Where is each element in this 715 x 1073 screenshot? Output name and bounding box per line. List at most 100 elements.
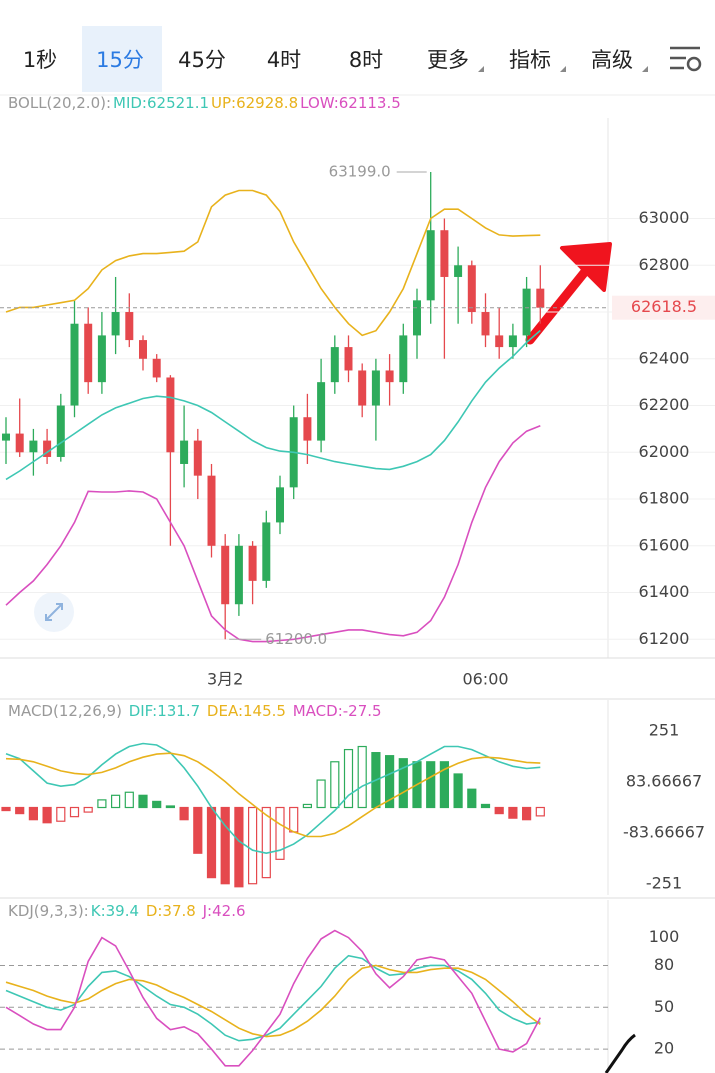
candle-body <box>440 230 449 277</box>
macd-legend: MACD(12,26,9) DIF:131.7 DEA:145.5 MACD:-… <box>8 702 384 720</box>
legend-item: J:42.6 <box>202 902 246 920</box>
y-tick-label: -251 <box>646 874 682 893</box>
candle-body <box>70 323 79 406</box>
macd-bar <box>56 806 66 822</box>
tab[interactable]: 4时 <box>267 48 301 72</box>
series-line <box>5 329 541 481</box>
y-tick-label: 62800 <box>639 255 690 274</box>
candle-body <box>15 433 24 453</box>
macd-bar <box>42 806 52 824</box>
macd-bar <box>179 806 189 821</box>
macd-bar <box>343 748 354 809</box>
candle-body <box>454 265 463 277</box>
y-tick-label: 61600 <box>639 535 690 554</box>
tab[interactable]: 指标 <box>509 48 551 72</box>
candle-body <box>495 335 504 348</box>
kdj-legend: KDJ(9,3,3): K:39.4 D:37.8 J:42.6 <box>8 902 248 920</box>
candle-body <box>426 230 435 301</box>
candle-body <box>522 288 531 336</box>
candle-body <box>111 312 120 336</box>
macd-bar <box>234 806 244 888</box>
series-line <box>5 189 541 337</box>
series-line <box>5 742 541 855</box>
macd-bar <box>28 806 38 821</box>
candle-body <box>317 382 326 441</box>
macd-bar <box>521 806 532 821</box>
macd-bar <box>69 806 80 818</box>
tab[interactable]: 45分 <box>178 48 226 72</box>
macd-bar <box>220 806 230 885</box>
candle-body <box>152 358 161 378</box>
series-line <box>5 964 541 1038</box>
legend-item: LOW:62113.5 <box>300 94 401 112</box>
macd-bar <box>316 779 326 809</box>
macd-bar <box>15 806 25 815</box>
candle-body <box>2 433 10 441</box>
macd-bar <box>275 806 285 860</box>
macd-bar <box>97 799 107 809</box>
y-tick-label: 63000 <box>639 208 690 227</box>
legend-item: MID:62521.1 <box>113 94 210 112</box>
candle-body <box>193 440 202 476</box>
candle-body <box>467 265 476 313</box>
annotation-label: 61200.0 <box>265 630 327 648</box>
candle-body <box>234 545 243 605</box>
tab[interactable]: 1秒 <box>23 48 57 72</box>
candle-body <box>371 370 380 406</box>
last-price-bg <box>612 295 715 320</box>
tab[interactable]: 更多 <box>427 48 469 72</box>
macd-bar <box>439 761 449 809</box>
y-tick-label: 61400 <box>639 582 690 601</box>
tab[interactable]: 高级 <box>591 48 633 72</box>
y-tick-label: 50 <box>654 997 674 1016</box>
candle-body <box>84 323 93 383</box>
y-tick-label: 61800 <box>639 489 690 508</box>
candle-body <box>248 545 257 581</box>
y-tick-label: -83.66667 <box>623 823 705 842</box>
candle-body <box>43 440 52 457</box>
macd-bar <box>535 806 545 817</box>
legend-item: K:39.4 <box>90 902 140 920</box>
candle-body <box>139 340 147 359</box>
macd-bar <box>302 803 312 809</box>
macd-bar <box>467 788 477 809</box>
y-tick-label: 62400 <box>639 348 690 367</box>
macd-bar <box>398 758 408 809</box>
candle-body <box>29 440 38 453</box>
candle-body <box>166 377 175 453</box>
series-line <box>5 929 542 1067</box>
candle-body <box>303 417 312 441</box>
zoom-icon[interactable] <box>34 592 74 632</box>
candle-body <box>221 545 230 605</box>
settings-icon[interactable] <box>670 46 702 72</box>
macd-bar <box>152 800 162 809</box>
legend-item: MACD:-27.5 <box>292 702 382 720</box>
tab[interactable]: 15分 <box>96 48 144 72</box>
macd-bar <box>453 773 463 809</box>
candle-body <box>413 300 421 336</box>
macd-bar <box>1 806 11 812</box>
y-tick-label: 251 <box>649 720 680 739</box>
y-tick-label: 20 <box>654 1039 674 1058</box>
series-line <box>5 752 541 838</box>
candle-body <box>399 335 408 383</box>
boll-legend: BOLL(20,2.0): MID:62521.1 UP:62928.8 LOW:62… <box>8 94 403 112</box>
selected-tab-bg <box>82 26 162 92</box>
macd-bar <box>357 745 367 809</box>
red-arrow <box>525 242 612 345</box>
macd-bar <box>508 806 518 819</box>
legend-title: BOLL(20,2.0): <box>8 94 112 112</box>
legend-title: KDJ(9,3,3): <box>8 902 89 920</box>
y-tick-label: 62200 <box>639 395 690 414</box>
candle-body <box>481 312 490 336</box>
tab[interactable]: 8时 <box>349 48 383 72</box>
legend-item: DEA:145.5 <box>206 702 286 720</box>
macd-bar <box>138 794 148 809</box>
macd-bar <box>248 806 258 885</box>
candle-body <box>180 440 189 464</box>
annotation-label: 63199.0 <box>329 163 391 181</box>
last-price-label: 62618.5 <box>631 297 697 316</box>
candle-body <box>262 522 271 581</box>
